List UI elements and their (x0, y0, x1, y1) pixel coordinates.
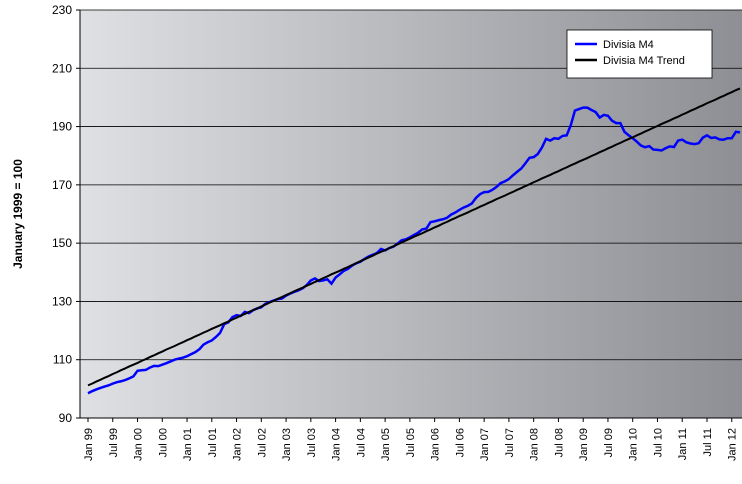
x-tick-label: Jul 07 (504, 428, 516, 457)
x-tick-label: Jul 04 (355, 428, 367, 457)
x-tick-label: Jul 99 (108, 428, 120, 457)
y-tick-label: 90 (59, 411, 73, 425)
x-tick-label: Jan 03 (281, 428, 293, 461)
y-tick-label: 190 (52, 120, 72, 134)
x-tick-label: Jul 00 (157, 428, 169, 457)
x-tick-label: Jan 11 (677, 428, 689, 460)
y-tick-label: 230 (52, 3, 72, 17)
x-tick-label: Jul 02 (256, 428, 268, 457)
x-tick-label: Jan 09 (578, 428, 590, 461)
x-tick-label: Jul 01 (207, 428, 219, 457)
lines (87, 87, 741, 395)
data-line (87, 87, 741, 387)
x-tick-label: Jan 06 (430, 428, 442, 461)
x-tick-label: Jan 07 (479, 428, 491, 461)
x-tick-label: Jan 01 (182, 428, 194, 461)
x-tick-label: Jul 10 (652, 428, 664, 457)
x-tick-label: Jan 08 (529, 428, 541, 461)
x-tick-label: Jan 99 (83, 428, 95, 461)
x-tick-label: Jul 03 (306, 428, 318, 457)
legend-label: Divisia M4 (603, 39, 654, 51)
x-tick-label: Jul 08 (553, 428, 565, 457)
x-tick-label: Jan 02 (232, 428, 244, 461)
x-tick-label: Jan 10 (628, 428, 640, 461)
x-tick-label: Jan 12 (727, 428, 739, 461)
y-tick-label: 130 (52, 294, 72, 308)
x-tick-label: Jan 04 (331, 428, 343, 461)
x-tick-label: Jul 11 (702, 428, 714, 457)
x-tick-label: Jul 05 (405, 428, 417, 457)
x-tick-label: Jan 05 (380, 428, 392, 461)
y-tick-label: 110 (53, 353, 72, 367)
y-tick-label: 150 (52, 236, 72, 250)
y-axis-label: January 1999 = 100 (11, 159, 25, 269)
x-tick-label: Jul 06 (454, 428, 466, 457)
y-tick-label: 170 (52, 178, 72, 192)
x-tick-label: Jan 00 (133, 428, 145, 461)
legend-label: Divisia M4 Trend (603, 55, 685, 67)
legend: Divisia M4 Divisia M4 Trend (566, 29, 713, 79)
legend-box (566, 29, 713, 79)
x-tick-label: Jul 09 (603, 428, 615, 457)
y-tick-label: 210 (52, 61, 72, 75)
